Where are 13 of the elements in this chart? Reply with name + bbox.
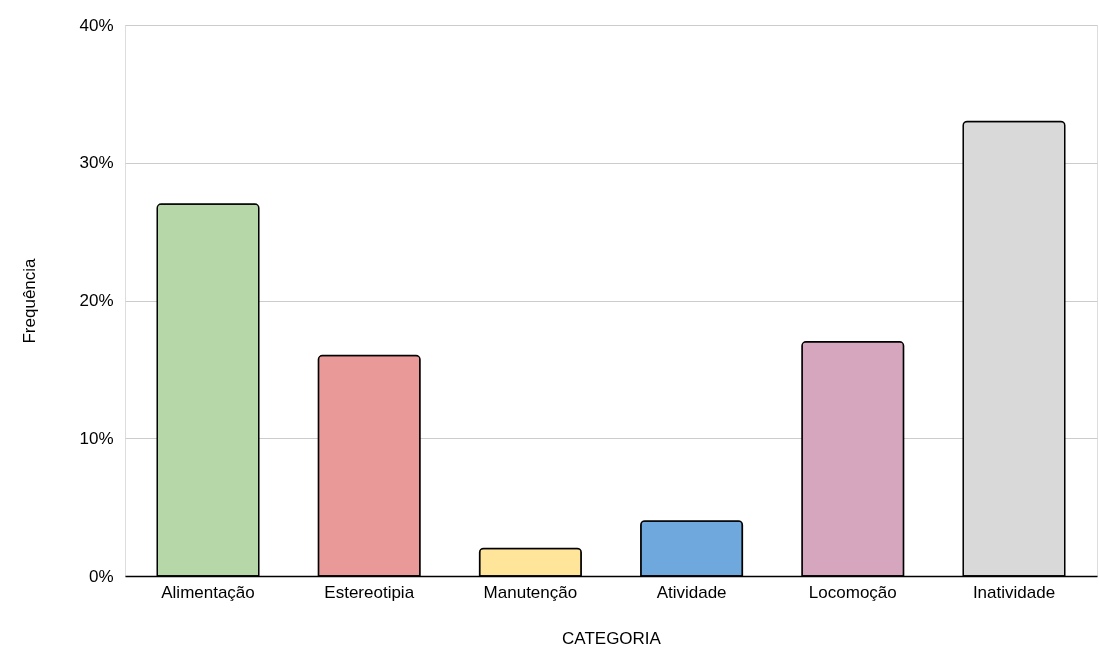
y-tick-label: 30% xyxy=(79,153,114,173)
x-axis-title: CATEGORIA xyxy=(562,628,662,648)
y-tick-label: 20% xyxy=(79,291,114,310)
x-tick-label: Inatividade xyxy=(972,582,1056,602)
x-tick-label: Alimentação xyxy=(161,582,255,602)
x-tick-label: Locomoção xyxy=(808,582,897,602)
x-tick-label: Manutenção xyxy=(483,582,578,602)
x-tick-label: Atividade xyxy=(656,582,727,602)
y-tick-label: 40% xyxy=(79,15,114,35)
x-tick-label: Estereotipia xyxy=(324,582,415,602)
y-tick-label: 0% xyxy=(88,566,114,586)
y-axis-title: Frequência xyxy=(20,257,40,344)
y-tick-label: 10% xyxy=(79,428,114,448)
